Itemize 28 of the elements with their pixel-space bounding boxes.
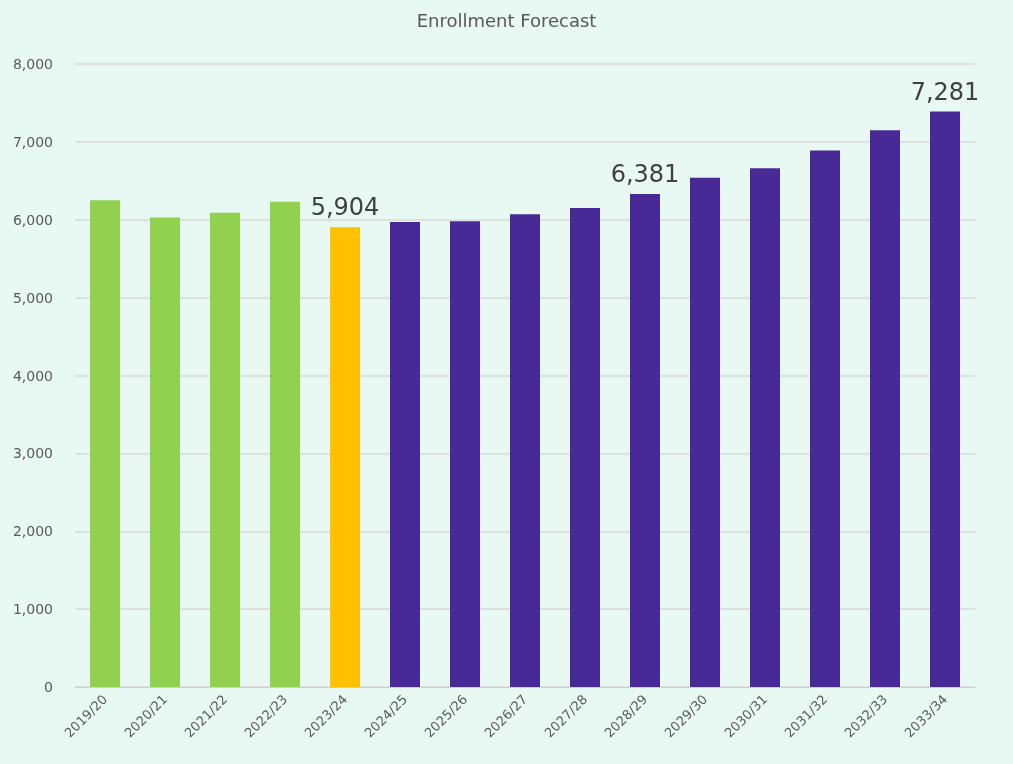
bar (150, 217, 180, 687)
bar (750, 168, 780, 687)
bar (510, 214, 540, 687)
y-tick-label: 1,000 (12, 601, 53, 618)
bar (390, 222, 420, 687)
y-tick-label: 5,000 (12, 289, 53, 306)
bar (570, 208, 600, 687)
annotation: 6,381 (610, 160, 680, 189)
y-tick-label: 7,000 (12, 133, 53, 150)
bar (450, 221, 480, 687)
bar (810, 150, 840, 687)
y-tick-label: 3,000 (12, 445, 53, 462)
bar (870, 130, 900, 687)
annotation: 7,281 (910, 77, 980, 106)
bar (930, 111, 960, 687)
annotation: 5,904 (310, 193, 380, 222)
y-tick-label: 4,000 (12, 367, 53, 384)
bar (690, 177, 720, 687)
bar (270, 201, 300, 687)
bar (90, 200, 120, 687)
y-tick-label: 8,000 (12, 56, 53, 72)
bar (210, 212, 240, 687)
chart-title: Enrollment Forecast (416, 9, 597, 31)
bar (630, 194, 660, 687)
y-tick-label: 0 (44, 679, 53, 695)
y-tick-label: 6,000 (12, 211, 53, 228)
bar (330, 227, 360, 687)
y-tick-label: 2,000 (12, 523, 53, 540)
